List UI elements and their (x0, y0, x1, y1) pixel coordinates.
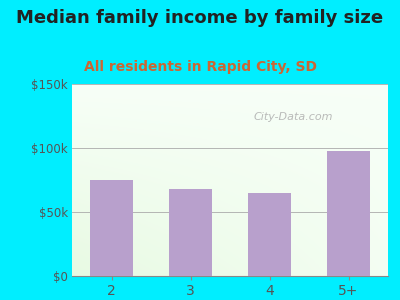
Bar (248, 193, 291, 276)
Text: All residents in Rapid City, SD: All residents in Rapid City, SD (84, 60, 316, 74)
Bar (327, 151, 370, 276)
Text: City-Data.com: City-Data.com (254, 112, 333, 122)
Bar (90, 180, 133, 276)
Bar (169, 189, 212, 276)
Text: Median family income by family size: Median family income by family size (16, 9, 384, 27)
